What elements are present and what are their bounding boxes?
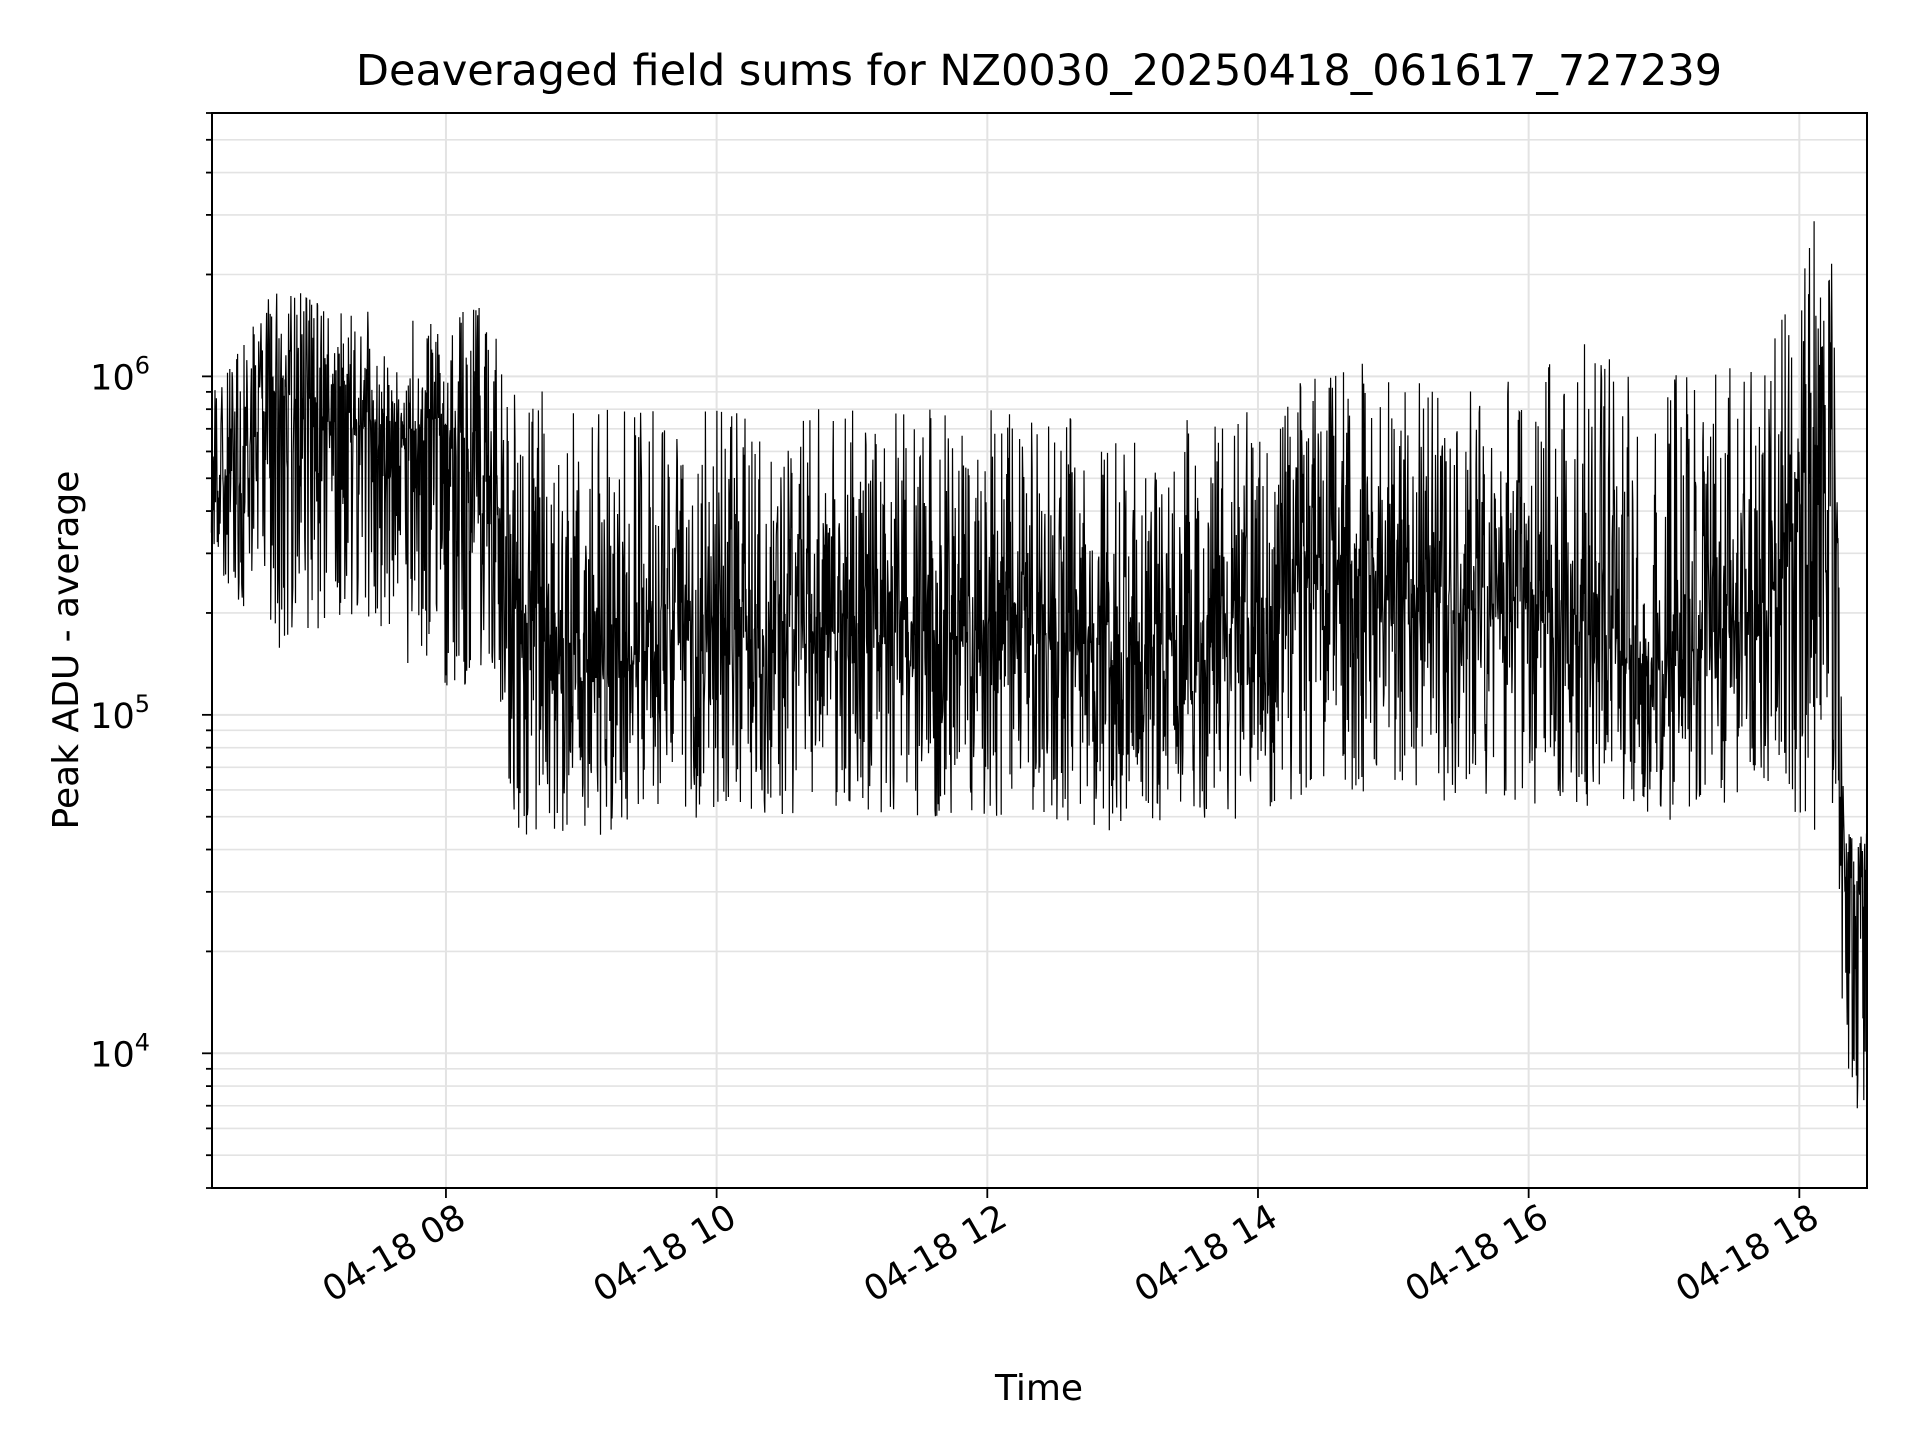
y-tick-label-base: 10: [90, 697, 135, 737]
y-tick-label-base: 10: [90, 1035, 135, 1075]
y-tick-label-exponent: 6: [135, 351, 150, 379]
y-axis-label: Peak ADU - average: [46, 471, 87, 830]
y-tick-label: 106: [90, 351, 150, 398]
chart-title: Deaveraged field sums for NZ0030_2025041…: [356, 46, 1722, 96]
plot-area-frame: [211, 112, 1868, 1189]
series-line: [210, 221, 1868, 1109]
y-tick-label-base: 10: [90, 358, 135, 398]
x-axis-label: Time: [994, 1368, 1083, 1409]
series-layer: [210, 221, 1868, 1109]
y-tick-label: 104: [90, 1028, 150, 1075]
y-tick-label-exponent: 5: [135, 690, 150, 718]
y-tick-label-exponent: 4: [135, 1028, 150, 1056]
y-tick-label: 105: [90, 690, 150, 737]
